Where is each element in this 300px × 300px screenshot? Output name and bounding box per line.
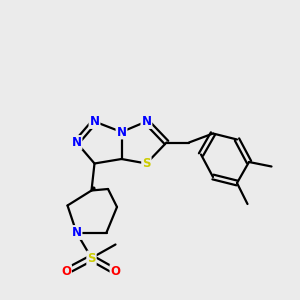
Text: S: S <box>142 157 151 170</box>
Text: N: N <box>71 226 82 239</box>
Text: O: O <box>61 265 71 278</box>
Text: N: N <box>116 125 127 139</box>
Text: O: O <box>110 265 121 278</box>
Text: N: N <box>89 115 100 128</box>
Text: N: N <box>71 136 82 149</box>
Text: N: N <box>141 115 152 128</box>
Text: S: S <box>87 251 96 265</box>
